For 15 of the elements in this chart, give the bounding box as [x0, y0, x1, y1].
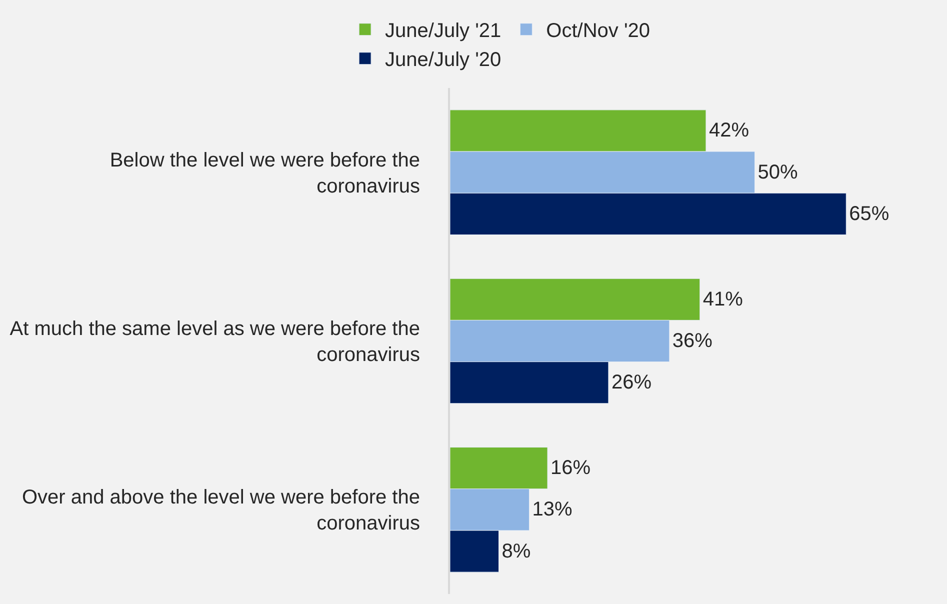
data-label: 65%	[849, 202, 890, 225]
data-label: 41%	[702, 288, 744, 310]
y-tick-label: Over and above the level we were before the coronavirus	[22, 486, 420, 535]
legend-label: June/July '21	[385, 20, 502, 42]
data-label: 13%	[532, 498, 572, 521]
data-label: 36%	[672, 330, 713, 352]
y-tick-label: At much the same level as we were before the coronavirus	[10, 318, 420, 366]
data-label: 16%	[550, 457, 591, 480]
data-label: 8%	[502, 540, 531, 562]
y-tick-label: Below the level we were before the coronavirus	[110, 149, 420, 198]
data-label: 42%	[708, 120, 750, 142]
legend-label: Oct/Nov '20	[546, 20, 650, 42]
legend-label: June/July '20	[385, 49, 502, 72]
data-label: 26%	[611, 372, 652, 394]
data-label: 50%	[758, 161, 798, 184]
